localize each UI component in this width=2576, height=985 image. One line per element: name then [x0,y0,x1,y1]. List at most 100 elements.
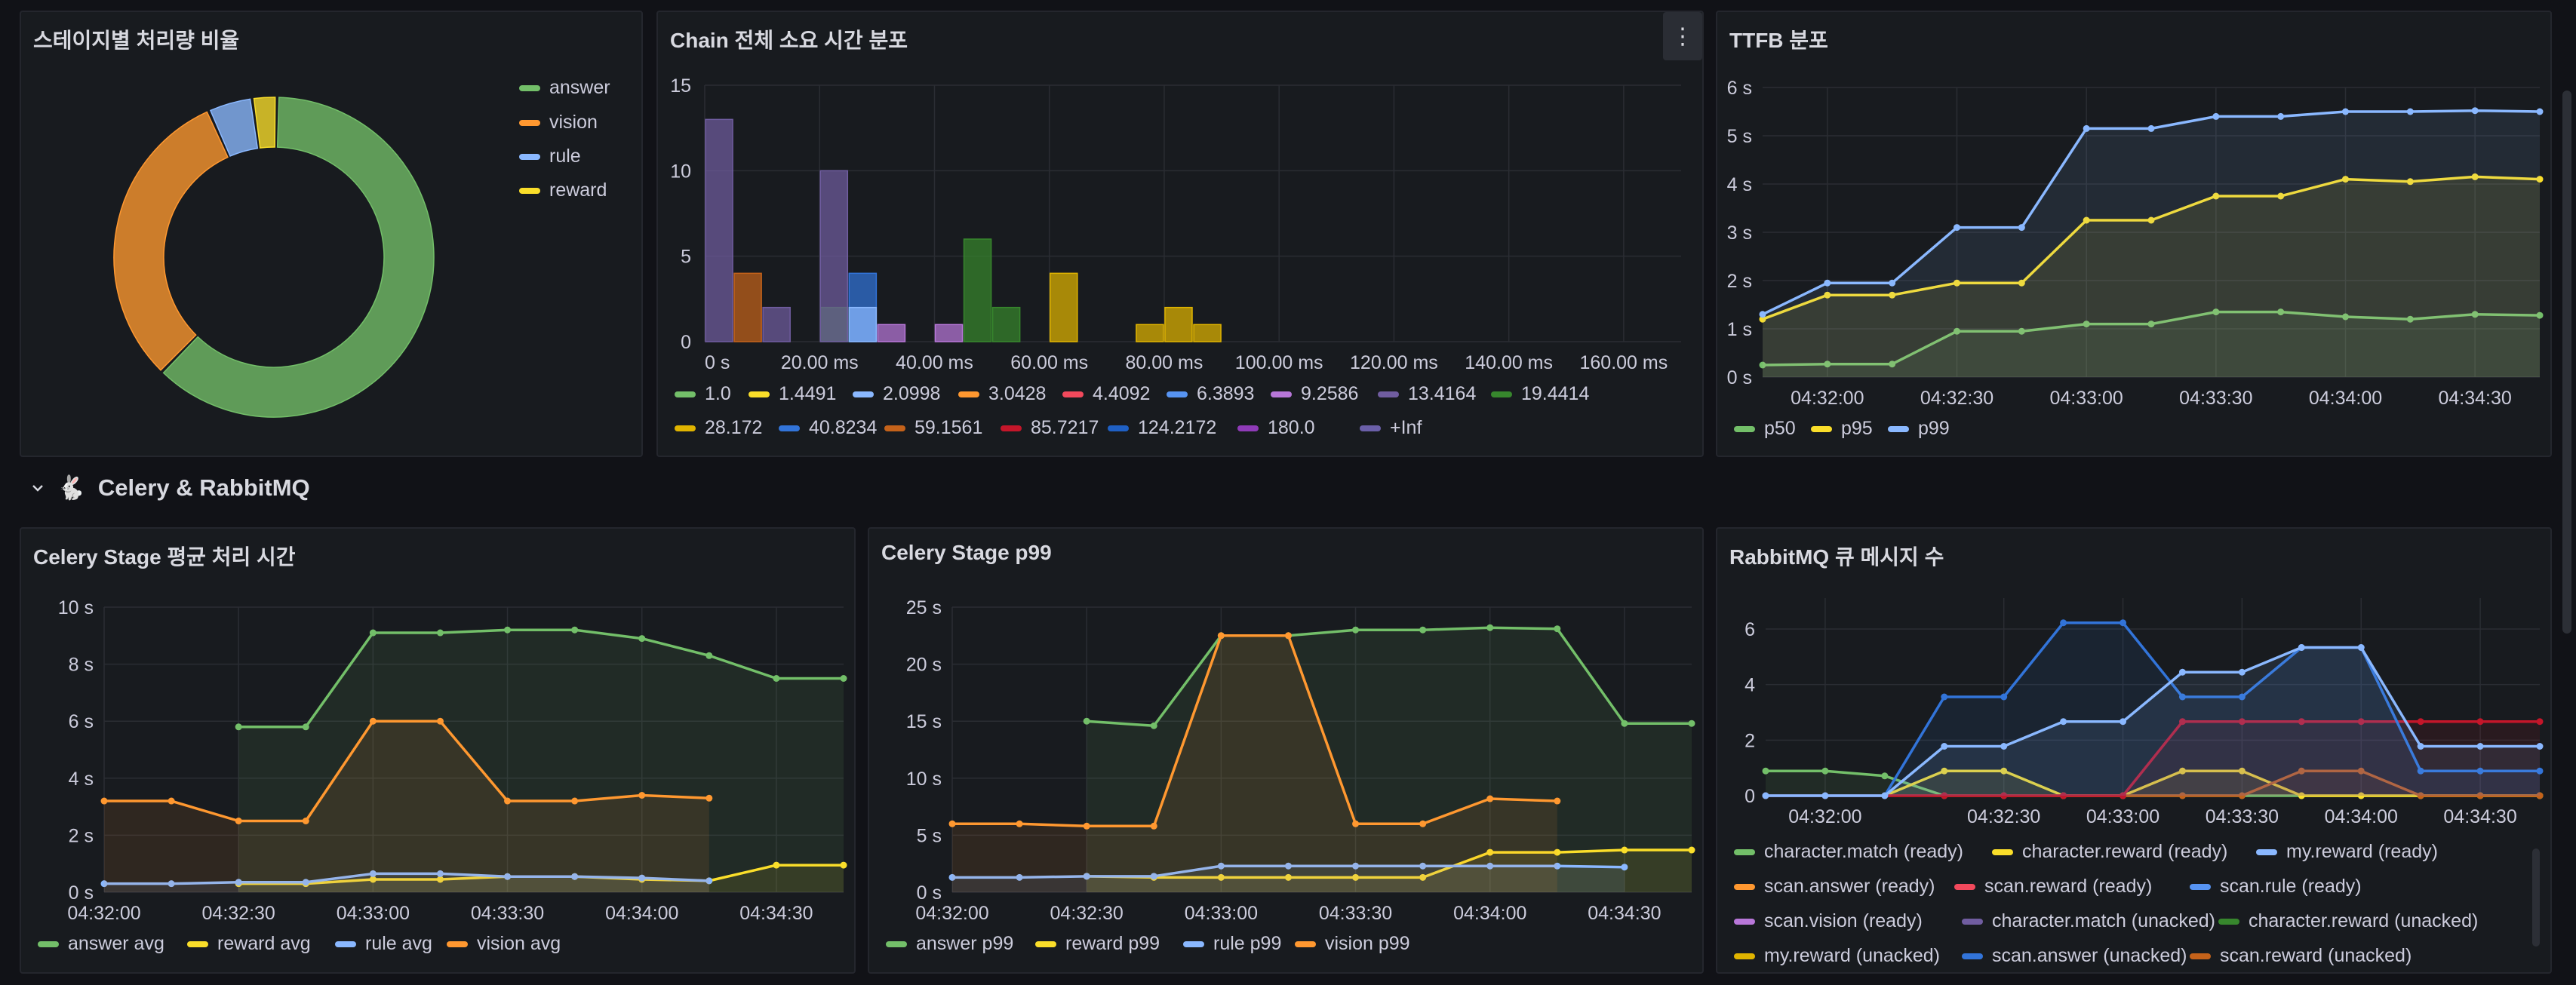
legend-item[interactable]: rule p99 [1183,933,1281,955]
legend-label: p99 [1918,418,1950,439]
data-point [1217,873,1225,881]
panel-rabbitmq[interactable]: RabbitMQ 큐 메시지 수 0 2 4 6 04:32:00 04:32:30 04:… [1716,527,2552,974]
legend-item[interactable]: 124.2172 [1108,417,1216,439]
legend-item[interactable]: 2.0998 [853,383,940,405]
legend-item[interactable]: character.reward (unacked) [2218,910,2478,932]
data-point [1954,327,1960,335]
legend-label: rule p99 [1213,933,1282,954]
x-tick-label: 04:32:00 [1788,806,1861,827]
data-point [1621,864,1628,871]
histogram-chart[interactable]: 0 5 10 15 0 s 20.00 ms 40.00 ms 60.00 ms 80.00 m… [658,12,1702,456]
data-point [2406,178,2414,186]
y-tick-label: 0 s [69,882,94,904]
donut-slice-answer [162,97,435,418]
data-point [571,873,579,880]
y-tick-label: 25 s [906,597,942,618]
legend-item[interactable]: vision p99 [1295,933,1410,955]
legend-item[interactable]: 40.8234 [779,417,877,439]
legend-item[interactable]: 4.4092 [1062,383,1150,405]
legend-item[interactable]: 13.4164 [1378,383,1476,405]
data-point [2178,792,2186,799]
legend-item-answer[interactable]: answer [519,77,610,99]
legend-label: character.match (unacked) [1992,910,2215,931]
panel-stage-ratio[interactable]: 스테이지별 처리량 비율 answer vision rule reward [20,11,643,457]
data-point [840,861,847,869]
data-point [1554,797,1561,805]
rabbitmq-line-chart[interactable]: 0 2 4 6 04:32:00 04:32:30 04:33:00 04:33:30 04:3… [1717,529,2550,972]
legend-swatch [1992,849,2013,856]
legend-item[interactable]: 28.172 [675,417,762,439]
legend-item-vision[interactable]: vision [519,112,598,133]
legend-item[interactable]: scan.rule (ready) [2190,876,2362,898]
legend-item[interactable]: character.match (unacked) [1962,910,2215,932]
legend-swatch [1167,391,1188,398]
legend-item[interactable]: 9.2586 [1271,383,1358,405]
legend-item[interactable]: +Inf [1360,417,1422,439]
legend-item[interactable]: character.reward (ready) [1992,841,2227,863]
legend-item[interactable]: 3.0428 [958,383,1046,405]
panel-chain-histogram[interactable]: Chain 전체 소요 시간 분포 ⋮ 0 5 10 15 0 s 20.00 ms 40.… [656,11,1704,457]
chevron-down-icon[interactable] [30,474,45,502]
data-point [1954,224,1960,232]
legend-label: 180.0 [1268,417,1315,438]
legend-item[interactable]: 59.1561 [884,417,982,439]
legend-item[interactable]: 180.0 [1237,417,1315,439]
legend-item[interactable]: 85.7217 [1001,417,1099,439]
legend-item[interactable]: 19.4414 [1491,383,1589,405]
ttfb-line-chart[interactable]: 0 s 1 s 2 s 3 s 4 s 5 s 6 s 04:32:00 04:32:30 04:… [1717,12,2550,456]
legend-label: 85.7217 [1031,417,1099,438]
legend-item[interactable]: scan.vision (ready) [1734,910,1923,932]
data-point [1486,848,1494,856]
legend-item[interactable]: rule avg [335,933,432,955]
legend-item[interactable]: p95 [1811,418,1873,440]
legend-item[interactable]: answer avg [38,933,164,955]
panel-celery-avg[interactable]: Celery Stage 평균 처리 시간 0 s 2 s 4 s 6 s 8 s 10 … [20,527,856,974]
legend-item[interactable]: my.reward (ready) [2256,841,2438,863]
data-point [2083,124,2090,132]
legend-item[interactable]: reward avg [187,933,311,955]
celery-avg-line-chart[interactable]: 0 s 2 s 4 s 6 s 8 s 10 s 04:32:00 04:32:30 04:33… [21,529,854,972]
legend-item[interactable]: answer p99 [886,933,1013,955]
legend-item[interactable]: 1.0 [675,383,731,405]
data-point [2060,792,2067,799]
legend-item-reward[interactable]: reward [519,180,607,201]
panel-menu-button[interactable]: ⋮ [1663,12,1702,60]
legend-label: 9.2586 [1301,383,1359,404]
x-tick-label: 04:32:30 [1050,903,1124,924]
legend-item[interactable]: scan.answer (ready) [1734,876,1935,898]
data-point [1284,632,1292,640]
legend-item[interactable]: p99 [1888,418,1950,440]
legend-item[interactable]: scan.reward (unacked) [2190,945,2412,967]
legend-swatch [1734,849,1755,856]
legend-item[interactable]: character.match (ready) [1734,841,1963,863]
donut-chart[interactable] [21,12,641,456]
series-line [1766,720,2540,797]
x-tick-label: 04:33:00 [2086,806,2159,827]
histogram-bar [705,118,733,342]
data-point [2147,124,2155,132]
legend-scrollbar[interactable] [2532,848,2540,947]
data-point [2000,792,2008,799]
legend-item[interactable]: 1.4491 [749,383,836,405]
celery-p99-line-chart[interactable]: 0 s 5 s 10 s 15 s 20 s 25 s 04:32:00 04:32:30 04… [869,529,1702,972]
data-point [1284,862,1292,870]
legend-swatch [1962,953,1983,960]
series-area [952,635,1557,892]
data-point [1759,315,1766,323]
legend-item[interactable]: 6.3893 [1167,383,1254,405]
legend-item[interactable]: scan.reward (ready) [1954,876,2152,898]
x-tick-label: 04:34:00 [2325,806,2398,827]
legend-item-rule[interactable]: rule [519,146,581,167]
legend-item[interactable]: scan.answer (unacked) [1962,945,2187,967]
data-point [1941,693,1948,701]
data-point [1941,743,1948,750]
legend-item[interactable]: reward p99 [1035,933,1160,955]
row-header-celery[interactable]: 🐇 Celery & RabbitMQ [30,474,310,502]
x-tick-label: 04:34:00 [2309,388,2382,409]
legend-item[interactable]: my.reward (unacked) [1734,945,1940,967]
page-scrollbar[interactable] [2562,91,2571,634]
legend-item[interactable]: p50 [1734,418,1796,440]
panel-ttfb[interactable]: TTFB 분포 0 s 1 s 2 s 3 s 4 s 5 s 6 s 04:32:00 04:… [1716,11,2552,457]
legend-item[interactable]: vision avg [447,933,561,955]
